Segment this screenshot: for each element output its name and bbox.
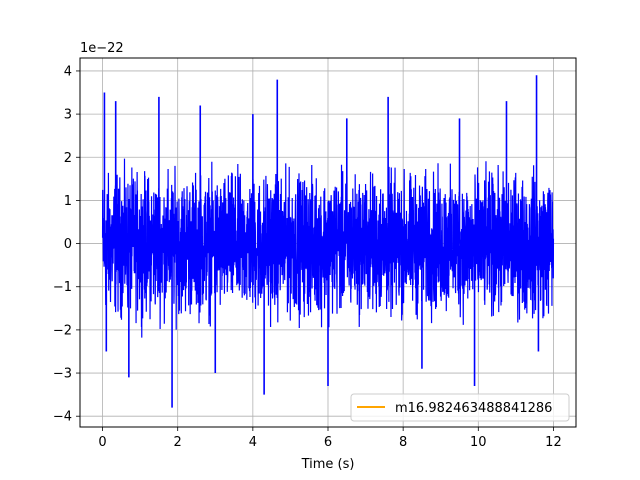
y-tick-label: −3 [53,367,72,382]
plot-area [101,75,555,408]
y-axis-ticks: −4 −3 −2 −1 0 1 2 3 4 [53,64,80,425]
y-tick-label: 4 [64,64,72,79]
x-axis-label: Time (s) [301,457,355,472]
x-tick-label: 8 [399,435,407,450]
y-tick-label: −2 [53,323,72,338]
x-tick-label: 0 [98,435,106,450]
legend: m16.982463488841286 [350,393,570,422]
x-tick-label: 6 [324,435,332,450]
x-tick-label: 10 [470,435,487,450]
legend-label: m16.982463488841286 [395,401,552,416]
legend-box [350,393,570,422]
y-tick-label: −1 [53,280,72,295]
x-tick-label: 4 [249,435,257,450]
x-tick-label: 2 [174,435,182,450]
y-tick-label: 1 [64,194,72,209]
y-offset-text: 1e−22 [80,41,124,56]
y-tick-label: 3 [64,108,72,123]
x-axis-ticks: 0 2 4 6 8 10 12 [98,427,562,450]
x-tick-label: 12 [545,435,562,450]
strain-series-line [101,158,555,338]
y-tick-label: 0 [64,237,72,252]
y-tick-label: −4 [53,410,72,425]
y-tick-label: 2 [64,151,72,166]
